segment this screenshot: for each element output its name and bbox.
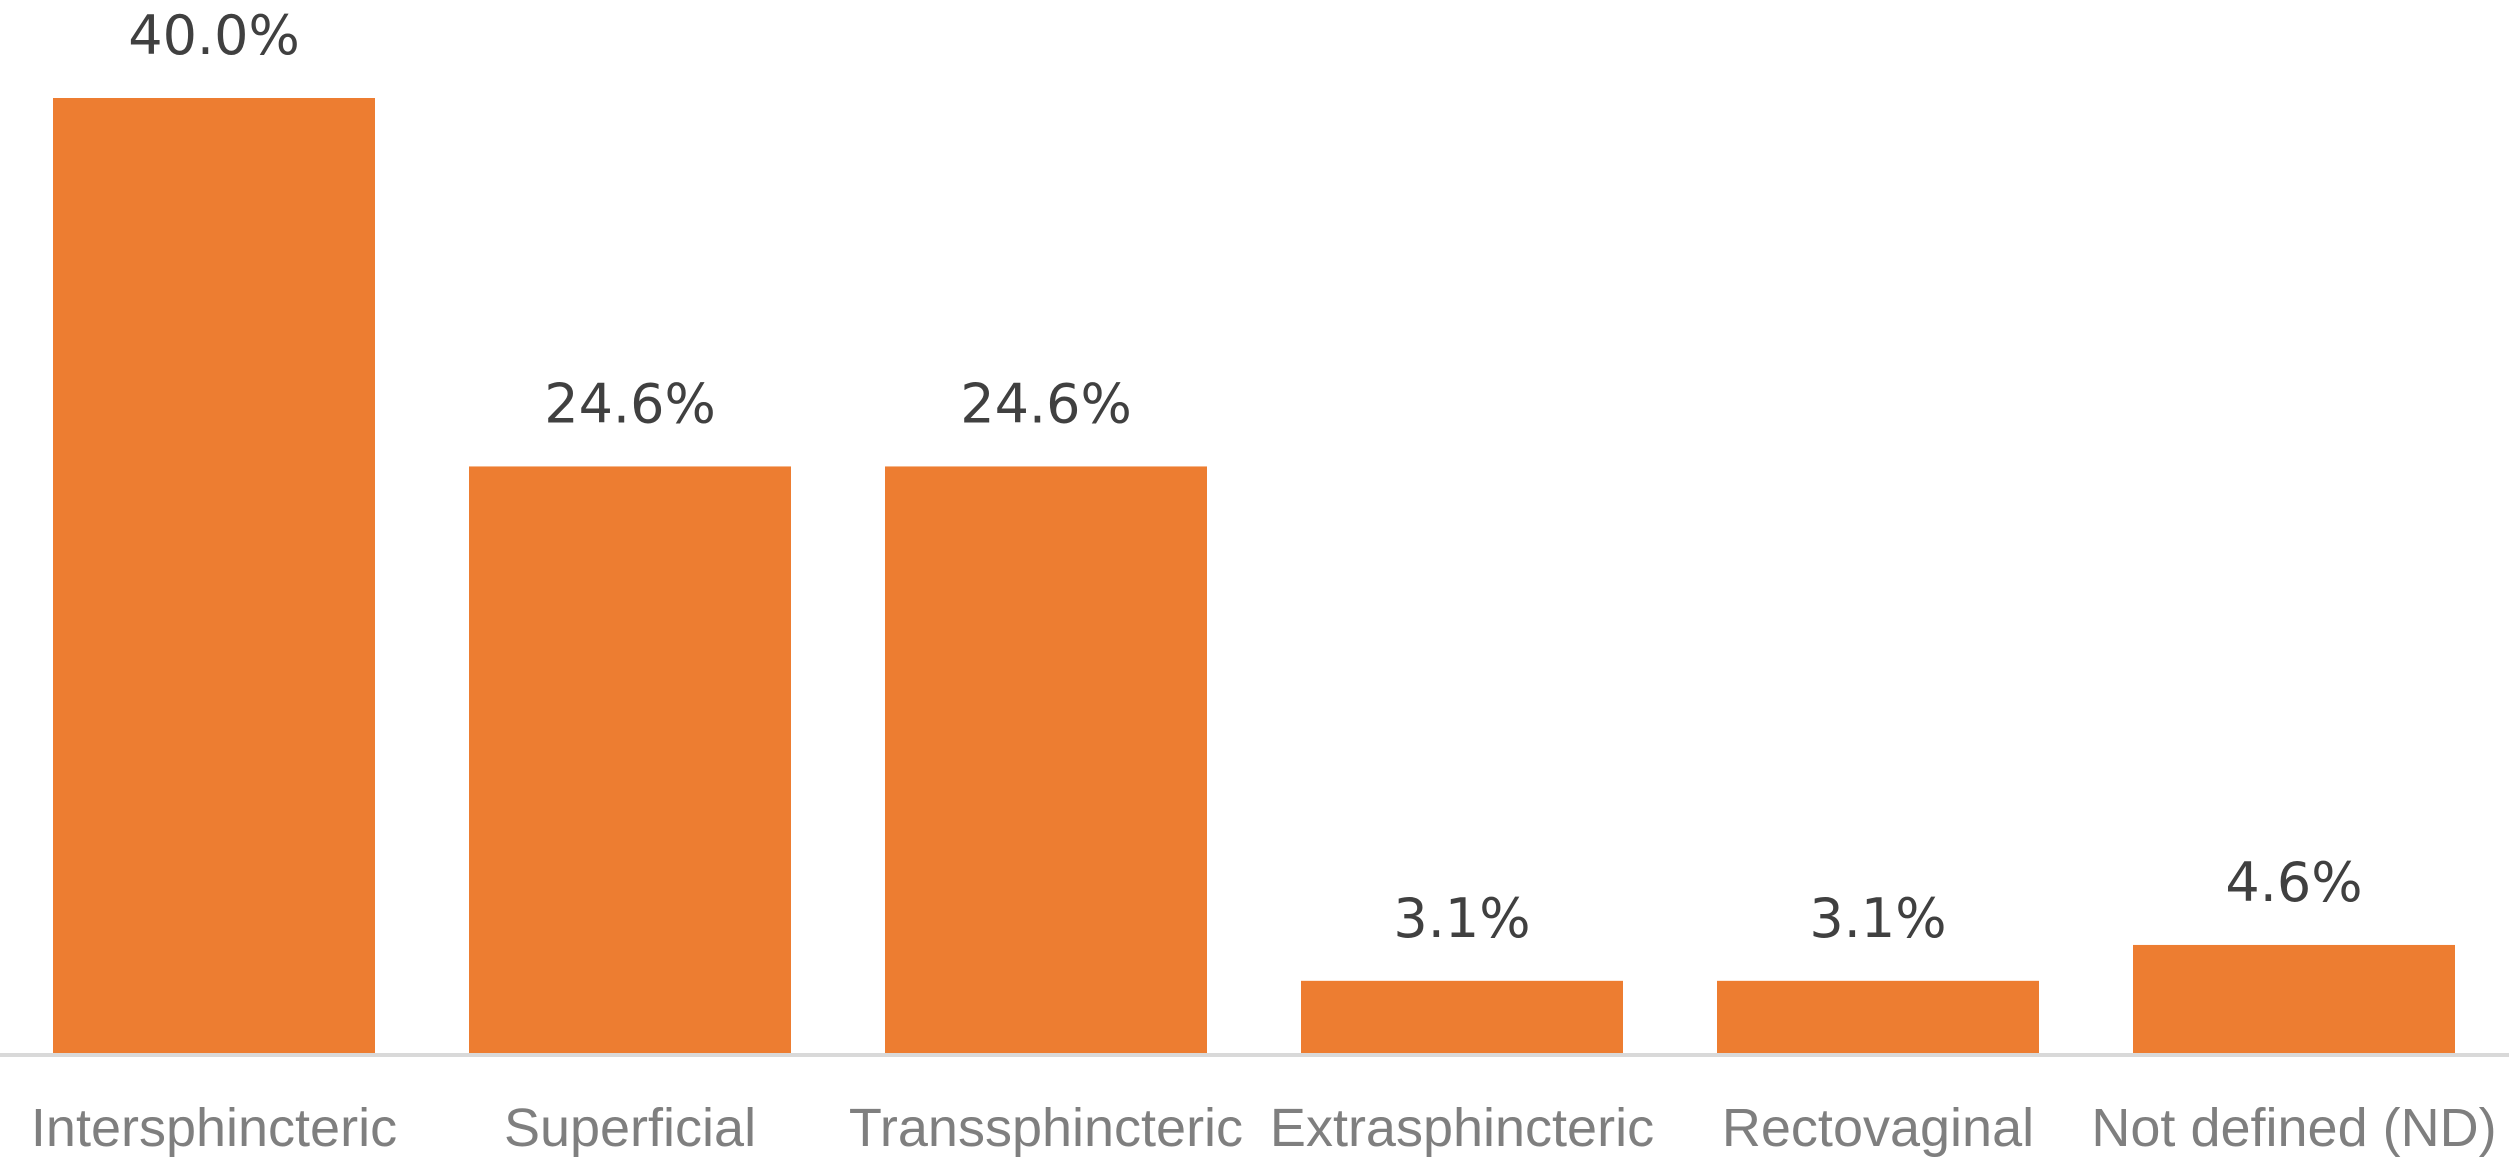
data-label-1: 24.6%	[544, 372, 716, 435]
data-label-2: 24.6%	[960, 372, 1132, 435]
bar-3	[1301, 980, 1623, 1055]
x-tick-label-3: Extrasphincteric	[1270, 1098, 1654, 1158]
x-tick-label-1: Superficial	[504, 1098, 756, 1158]
x-tick-label-2: Transsphincteric	[849, 1098, 1243, 1158]
x-tick-labels-group: Intersphincteric Superficial Transsphincte…	[31, 1098, 2497, 1158]
bars-group	[53, 98, 2455, 1055]
bar-4	[1717, 980, 2039, 1055]
data-label-4: 3.1%	[1809, 887, 1946, 950]
bar-5	[2133, 944, 2455, 1055]
x-tick-label-5: Not defined (ND)	[2091, 1098, 2496, 1158]
x-tick-label-4: Rectovaginal	[1722, 1098, 2034, 1158]
data-label-3: 3.1%	[1393, 887, 1530, 950]
x-tick-label-0: Intersphincteric	[31, 1098, 397, 1158]
bar-2	[885, 466, 1207, 1055]
data-labels-group: 40.0% 24.6% 24.6% 3.1% 3.1% 4.6%	[128, 4, 2362, 950]
data-label-5: 4.6%	[2225, 851, 2362, 914]
bar-0	[53, 98, 375, 1055]
bar-1	[469, 466, 791, 1055]
data-label-0: 40.0%	[128, 4, 300, 67]
